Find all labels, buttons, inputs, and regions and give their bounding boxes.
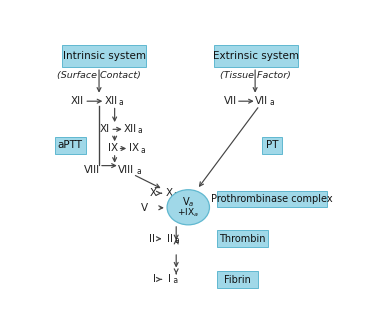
FancyBboxPatch shape bbox=[214, 45, 298, 67]
Text: II: II bbox=[167, 234, 173, 244]
Text: Thrombin: Thrombin bbox=[219, 234, 266, 244]
Text: Intrinsic system: Intrinsic system bbox=[63, 51, 146, 61]
Text: XI: XI bbox=[100, 124, 110, 134]
Text: Fibrin: Fibrin bbox=[224, 275, 251, 285]
Text: IX: IX bbox=[129, 143, 139, 153]
Text: Prothrombinase complex: Prothrombinase complex bbox=[211, 194, 333, 204]
Text: a: a bbox=[138, 126, 142, 135]
Text: VII: VII bbox=[223, 96, 237, 106]
Text: XII: XII bbox=[124, 124, 136, 134]
Text: +IX$_a$: +IX$_a$ bbox=[177, 206, 199, 219]
Text: IX: IX bbox=[108, 143, 118, 153]
Text: aPTT: aPTT bbox=[58, 140, 83, 150]
Ellipse shape bbox=[167, 190, 209, 225]
Text: II: II bbox=[149, 234, 155, 244]
Text: VII: VII bbox=[255, 96, 268, 106]
Text: a: a bbox=[141, 145, 145, 154]
Text: VIII: VIII bbox=[84, 165, 100, 175]
Text: VIII: VIII bbox=[118, 165, 135, 175]
Text: a: a bbox=[171, 277, 178, 286]
Text: XII: XII bbox=[104, 96, 117, 106]
Text: a: a bbox=[136, 167, 141, 176]
Text: a: a bbox=[174, 190, 179, 199]
Text: V: V bbox=[141, 203, 148, 213]
Text: (Tissue Factor): (Tissue Factor) bbox=[220, 71, 291, 80]
FancyBboxPatch shape bbox=[62, 45, 146, 67]
FancyBboxPatch shape bbox=[263, 137, 282, 154]
Text: PT: PT bbox=[266, 140, 278, 150]
Text: I: I bbox=[153, 274, 156, 285]
FancyBboxPatch shape bbox=[217, 230, 268, 247]
Text: a: a bbox=[269, 98, 274, 107]
Text: (Surface Contact): (Surface Contact) bbox=[57, 71, 141, 80]
Text: X: X bbox=[166, 188, 173, 198]
FancyBboxPatch shape bbox=[217, 271, 258, 288]
Text: V$_a$: V$_a$ bbox=[182, 195, 195, 209]
Text: a: a bbox=[175, 236, 179, 245]
FancyBboxPatch shape bbox=[55, 137, 86, 154]
Text: Extrinsic system: Extrinsic system bbox=[213, 51, 299, 61]
FancyBboxPatch shape bbox=[217, 191, 327, 207]
Text: XII: XII bbox=[70, 96, 84, 106]
Text: I: I bbox=[168, 274, 171, 285]
Text: X: X bbox=[150, 188, 157, 198]
Text: a: a bbox=[118, 98, 123, 107]
